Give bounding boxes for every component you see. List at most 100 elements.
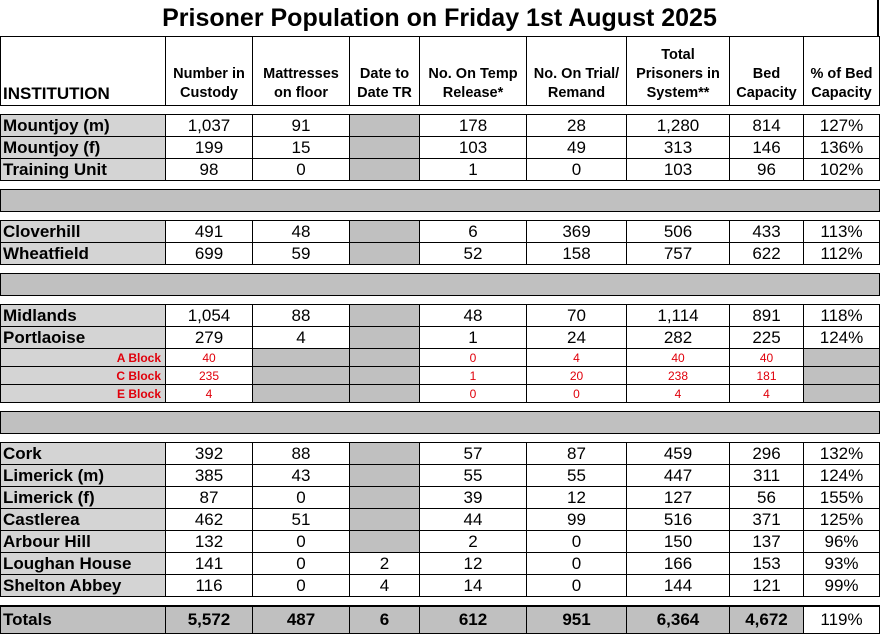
- institution-name: Portlaoise: [0, 326, 166, 349]
- cell-bed: 433: [729, 220, 804, 243]
- cell-dtdtr: [349, 348, 420, 367]
- spacer-cell: [0, 596, 880, 607]
- sub-row: C Block 235 1 20 238 181: [0, 366, 880, 385]
- cell-pct: [803, 384, 880, 403]
- cell-temp: 2: [419, 530, 527, 553]
- sub-row: A Block 40 0 4 40 40: [0, 348, 880, 367]
- cell-total: 506: [626, 220, 730, 243]
- page-title: Prisoner Population on Friday 1st August…: [162, 4, 717, 32]
- cell-mattresses: 48: [252, 220, 350, 243]
- cell-temp: 178: [419, 114, 527, 137]
- table-row: Arbour Hill 132 0 2 0 150 137 96%: [0, 530, 880, 553]
- cell-bed: 814: [729, 114, 804, 137]
- cell-trial: 87: [526, 442, 627, 465]
- cell-pct: [803, 348, 880, 367]
- total-bed: 4,672: [729, 605, 804, 634]
- spacer-row: [0, 264, 880, 274]
- cell-mattresses: 0: [252, 158, 350, 181]
- header-temp-release: No. On Temp Release*: [419, 36, 527, 106]
- table-row: Mountjoy (f) 199 15 103 49 313 146 136%: [0, 136, 880, 159]
- group-separator-row: [0, 411, 880, 434]
- cell-pct: 112%: [803, 242, 880, 265]
- cell-total: 166: [626, 552, 730, 575]
- cell-mattresses: 0: [252, 574, 350, 597]
- institution-name: Limerick (f): [0, 486, 166, 509]
- cell-bed: 121: [729, 574, 804, 597]
- cell-custody: 199: [165, 136, 253, 159]
- totals-label: Totals: [0, 605, 166, 634]
- cell-bed: 4: [729, 384, 804, 403]
- cell-mattresses: 91: [252, 114, 350, 137]
- total-dtdtr: 6: [349, 605, 420, 634]
- cell-dtdtr: 2: [349, 552, 420, 575]
- cell-temp: 48: [419, 304, 527, 327]
- cell-bed: 153: [729, 552, 804, 575]
- cell-custody: 385: [165, 464, 253, 487]
- cell-custody: 132: [165, 530, 253, 553]
- table-row: Limerick (f) 87 0 39 12 127 56 155%: [0, 486, 880, 509]
- group-separator-row: [0, 189, 880, 212]
- cell-trial: 369: [526, 220, 627, 243]
- cell-custody: 1,037: [165, 114, 253, 137]
- cell-trial: 24: [526, 326, 627, 349]
- cell-mattresses: 4: [252, 326, 350, 349]
- cell-custody: 699: [165, 242, 253, 265]
- cell-bed: 225: [729, 326, 804, 349]
- total-mattresses: 487: [252, 605, 350, 634]
- cell-total: 238: [626, 366, 730, 385]
- institution-name: Mountjoy (f): [0, 136, 166, 159]
- total-pct: 119%: [803, 605, 880, 634]
- cell-pct: 125%: [803, 508, 880, 531]
- cell-trial: 49: [526, 136, 627, 159]
- cell-temp: 12: [419, 552, 527, 575]
- cell-dtdtr: [349, 366, 420, 385]
- cell-total: 516: [626, 508, 730, 531]
- header-row: INSTITUTION Number in Custody Mattresses…: [0, 36, 880, 106]
- cell-trial: 20: [526, 366, 627, 385]
- cell-custody: 1,054: [165, 304, 253, 327]
- cell-custody: 4: [165, 384, 253, 403]
- cell-total: 282: [626, 326, 730, 349]
- table-row: Midlands 1,054 88 48 70 1,114 891 118%: [0, 304, 880, 327]
- cell-temp: 6: [419, 220, 527, 243]
- header-institution: INSTITUTION: [0, 36, 166, 106]
- table-row: Mountjoy (m) 1,037 91 178 28 1,280 814 127%: [0, 114, 880, 137]
- cell-mattresses: 88: [252, 442, 350, 465]
- spacer-row: [0, 211, 880, 221]
- cell-mattresses: [252, 384, 350, 403]
- table-row: Limerick (m) 385 43 55 55 447 311 124%: [0, 464, 880, 487]
- cell-trial: 4: [526, 348, 627, 367]
- spacer-row: [0, 433, 880, 443]
- cell-custody: 491: [165, 220, 253, 243]
- cell-bed: 891: [729, 304, 804, 327]
- table-row: Wheatfield 699 59 52 158 757 622 112%: [0, 242, 880, 265]
- cell-total: 313: [626, 136, 730, 159]
- institution-name: Arbour Hill: [0, 530, 166, 553]
- cell-total: 4: [626, 384, 730, 403]
- cell-trial: 0: [526, 384, 627, 403]
- cell-dtdtr: [349, 326, 420, 349]
- cell-dtdtr: [349, 242, 420, 265]
- cell-mattresses: 0: [252, 552, 350, 575]
- cell-total: 103: [626, 158, 730, 181]
- spacer-cell: [0, 433, 880, 443]
- spacer-row: [0, 105, 880, 115]
- cell-dtdtr: [349, 114, 420, 137]
- table-row: Portlaoise 279 4 1 24 282 225 124%: [0, 326, 880, 349]
- cell-bed: 371: [729, 508, 804, 531]
- institution-name: Limerick (m): [0, 464, 166, 487]
- separator-cell: [0, 273, 880, 296]
- cell-pct: 118%: [803, 304, 880, 327]
- table-row: Cloverhill 491 48 6 369 506 433 113%: [0, 220, 880, 243]
- cell-custody: 279: [165, 326, 253, 349]
- spacer-cell: [0, 264, 880, 274]
- cell-dtdtr: [349, 530, 420, 553]
- cell-dtdtr: [349, 464, 420, 487]
- header-trial-remand: No. On Trial/ Remand: [526, 36, 627, 106]
- cell-custody: 98: [165, 158, 253, 181]
- spacer-cell: [0, 402, 880, 412]
- header-date-to-date-tr: Date to Date TR: [349, 36, 420, 106]
- cell-pct: 155%: [803, 486, 880, 509]
- spacer-cell: [0, 211, 880, 221]
- cell-trial: 0: [526, 530, 627, 553]
